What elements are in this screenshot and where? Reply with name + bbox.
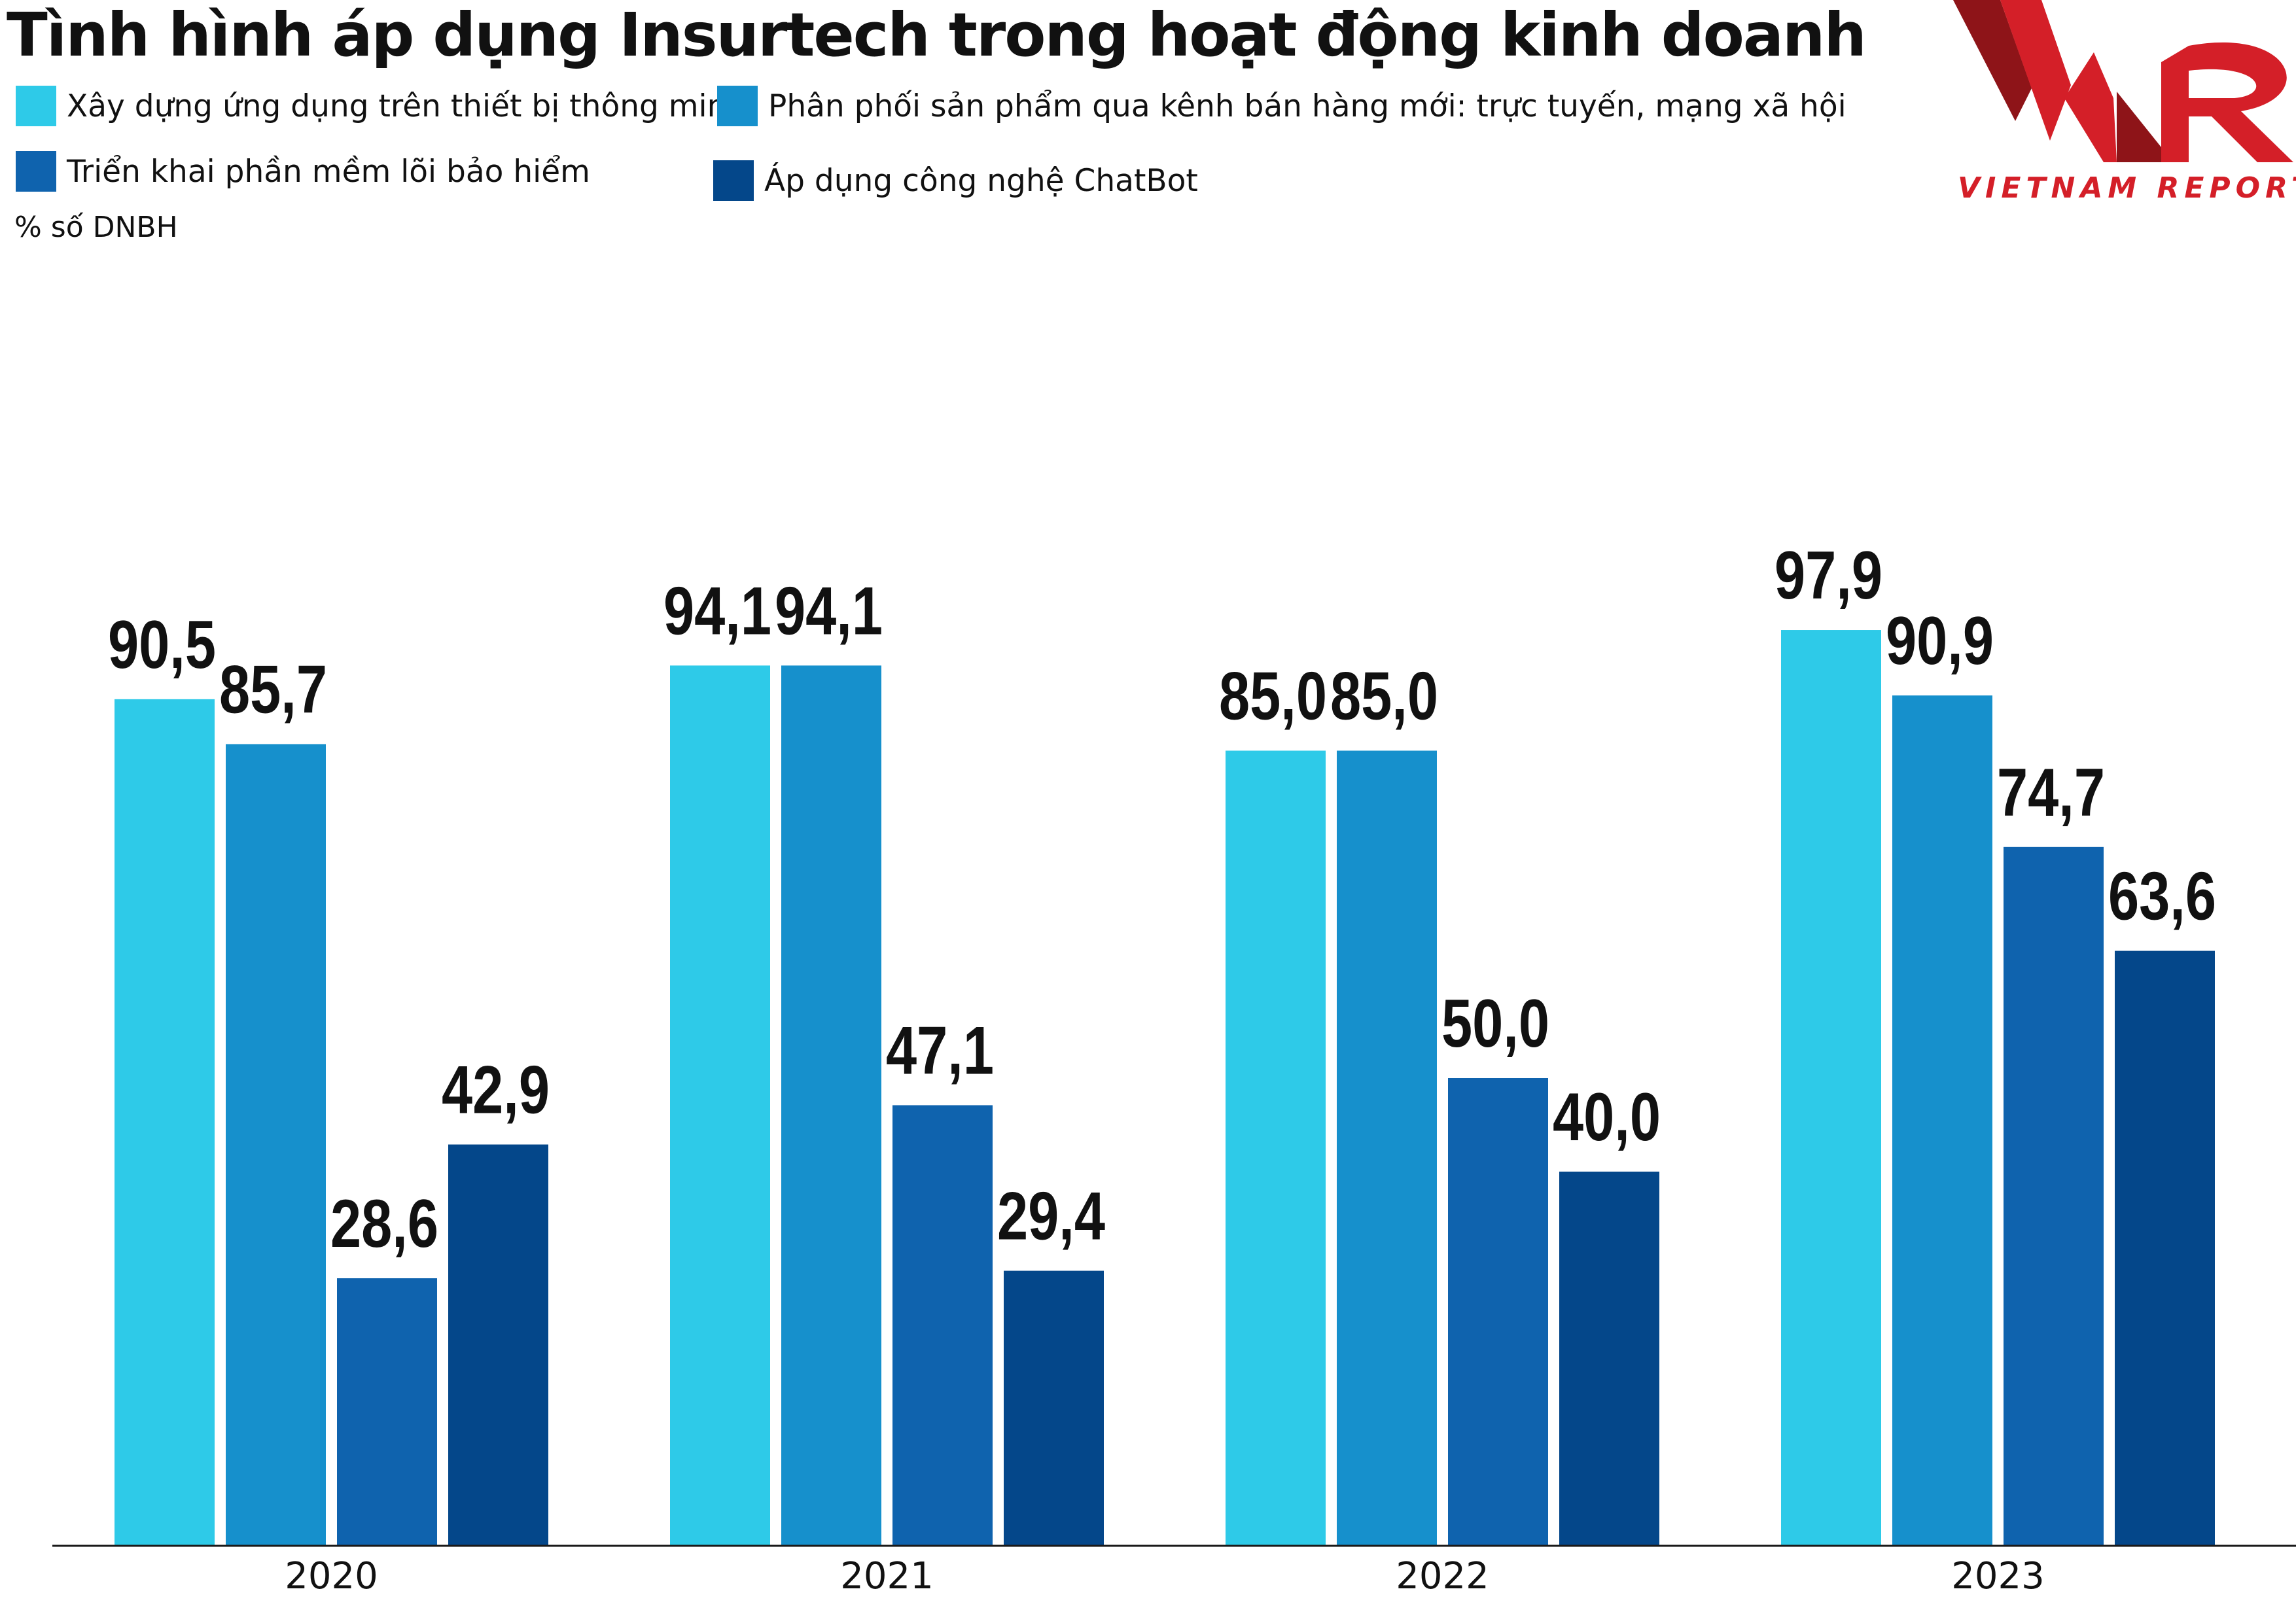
logo-wordmark: VIETNAM REPORT xyxy=(1958,171,2296,205)
data-label-2021-series-3: 47,1 xyxy=(886,1013,994,1089)
data-label-2021-series-2: 94,1 xyxy=(775,573,883,649)
data-label-2020-series-1: 90,5 xyxy=(108,607,216,683)
data-label-2022-series-2: 85,0 xyxy=(1330,659,1438,735)
bar-2020-series-2 xyxy=(226,744,326,1546)
legend-swatch-app xyxy=(16,86,56,126)
bar-2021-series-1 xyxy=(670,665,770,1546)
data-label-2023-series-4: 63,6 xyxy=(2108,859,2216,935)
legend-swatch-distribution xyxy=(717,86,758,126)
bar-2022-series-3 xyxy=(1448,1078,1548,1546)
data-label-2023-series-3: 74,7 xyxy=(1997,755,2105,831)
data-label-2022-series-4: 40,0 xyxy=(1553,1079,1661,1155)
data-label-2023-series-1: 97,9 xyxy=(1775,538,1882,614)
legend-label-app: Xây dựng ứng dụng trên thiết bị thông mi… xyxy=(67,88,747,124)
legend-swatch-chatbot xyxy=(713,160,754,201)
data-label-2020-series-2: 85,7 xyxy=(219,652,327,727)
bar-2020-series-4 xyxy=(448,1144,548,1546)
data-label-2023-series-2: 90,9 xyxy=(1886,603,1994,679)
bar-2022-series-4 xyxy=(1559,1172,1659,1546)
data-label-2022-series-3: 50,0 xyxy=(1441,986,1549,1062)
data-label-2021-series-1: 94,1 xyxy=(663,573,771,649)
bar-2021-series-4 xyxy=(1004,1270,1104,1546)
data-label-2020-series-4: 42,9 xyxy=(442,1053,550,1128)
legend-label-distribution: Phân phối sản phẩm qua kênh bán hàng mới… xyxy=(768,88,1846,124)
legend-item-chatbot: Áp dụng công nghệ ChatBot xyxy=(713,160,1198,201)
data-label-2021-series-4: 29,4 xyxy=(997,1179,1105,1255)
bar-2020-series-1 xyxy=(115,699,215,1546)
vietnam-report-logo xyxy=(1953,0,2293,162)
legend-label-core-software: Triển khai phần mềm lõi bảo hiểm xyxy=(67,153,590,190)
data-label-2020-series-3: 28,6 xyxy=(330,1186,438,1262)
legend-item-app: Xây dựng ứng dụng trên thiết bị thông mi… xyxy=(16,86,746,126)
y-unit-label: % số DNBH xyxy=(14,211,178,244)
legend-label-chatbot: Áp dụng công nghệ ChatBot xyxy=(764,162,1198,199)
data-label-2022-series-1: 85,0 xyxy=(1219,659,1327,735)
x-tick-label-2022: 2022 xyxy=(1396,1555,1489,1597)
bar-2020-series-3 xyxy=(337,1278,437,1546)
bar-2023-series-3 xyxy=(2004,846,2104,1546)
bar-2022-series-2 xyxy=(1337,750,1437,1546)
bar-2021-series-3 xyxy=(892,1105,993,1546)
chart-title: Tình hình áp dụng Insurtech trong hoạt đ… xyxy=(7,0,1867,70)
x-tick-label-2020: 2020 xyxy=(285,1555,378,1597)
bar-2021-series-2 xyxy=(781,665,881,1546)
legend-item-distribution: Phân phối sản phẩm qua kênh bán hàng mới… xyxy=(717,86,1846,126)
legend-swatch-core-software xyxy=(16,151,56,192)
legend-item-core-software: Triển khai phần mềm lõi bảo hiểm xyxy=(16,151,590,192)
bar-2023-series-1 xyxy=(1781,630,1881,1546)
bar-2022-series-1 xyxy=(1226,750,1326,1546)
x-tick-label-2023: 2023 xyxy=(1951,1555,2045,1597)
x-tick-label-2021: 2021 xyxy=(840,1555,934,1597)
bar-2023-series-4 xyxy=(2115,951,2215,1546)
bar-2023-series-2 xyxy=(1892,695,1992,1546)
